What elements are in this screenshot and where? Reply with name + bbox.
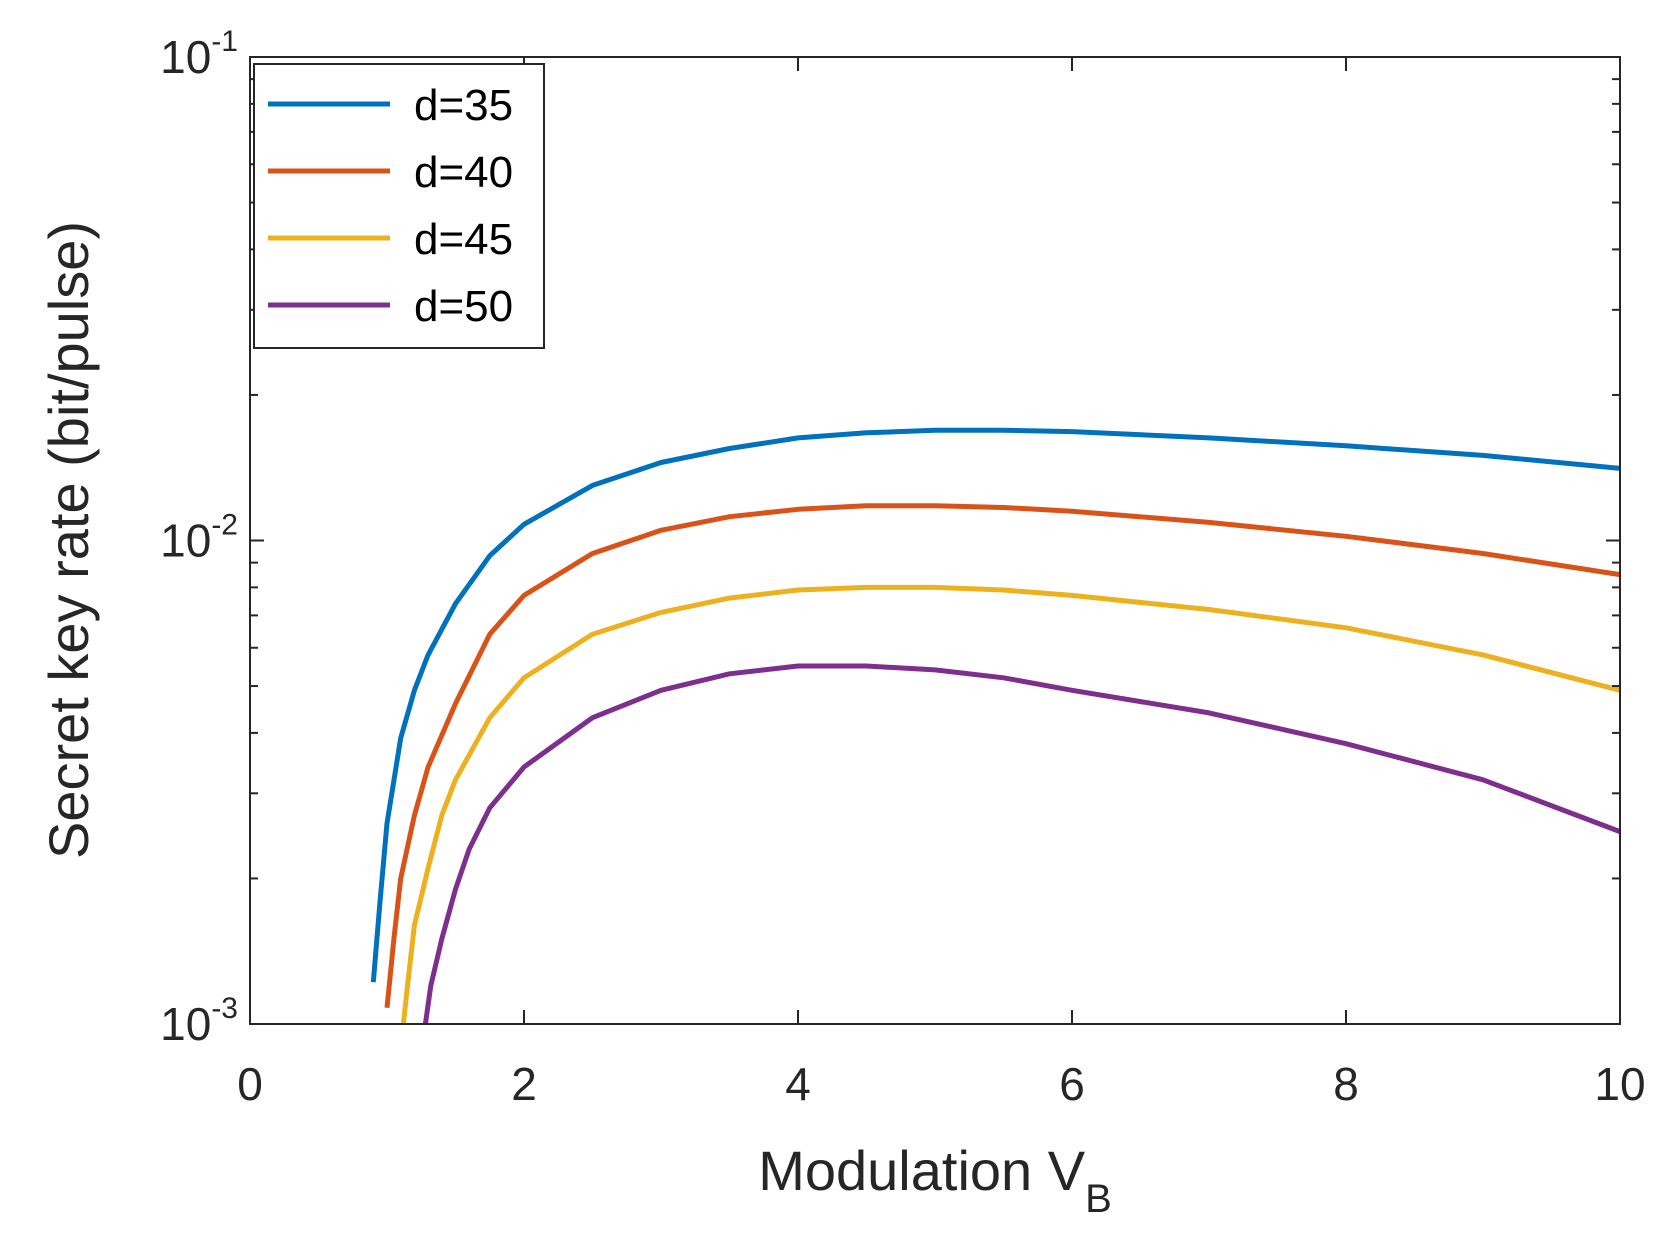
legend-label: d=35 [414, 81, 513, 130]
x-tick-label: 4 [785, 1058, 811, 1110]
legend-label: d=40 [414, 148, 513, 197]
x-axis-title: Modulation VB [758, 1139, 1112, 1221]
x-tick-label: 8 [1333, 1058, 1359, 1110]
plot-frame [249, 56, 1621, 1025]
legend-box [253, 63, 545, 349]
legend-label: d=45 [414, 215, 513, 264]
legend: d=35 d=40 d=45 d=50 [253, 63, 545, 349]
x-tick-label: 2 [511, 1058, 537, 1110]
y-tick-label: 10-3 [160, 992, 238, 1050]
x-tick-label: 10 [1594, 1058, 1645, 1110]
x-tick-label: 6 [1059, 1058, 1085, 1110]
series-line-d-40 [384, 503, 1621, 1009]
legend-label: d=50 [414, 282, 513, 331]
series-layer [370, 427, 1621, 1025]
series-line-d-50 [422, 663, 1621, 1025]
y-tick-label: 10-2 [160, 509, 238, 567]
x-tick-label: 0 [237, 1058, 263, 1110]
series-line-d-45 [400, 584, 1621, 1025]
y-tick-label: 10-1 [160, 25, 238, 83]
tick-layer: 0 2 4 6 8 10 10-3 10-2 10-1 [160, 25, 1645, 1110]
y-axis-title: Secret key rate (bit/pulse) [37, 221, 100, 859]
series-line-d-35 [370, 427, 1621, 983]
